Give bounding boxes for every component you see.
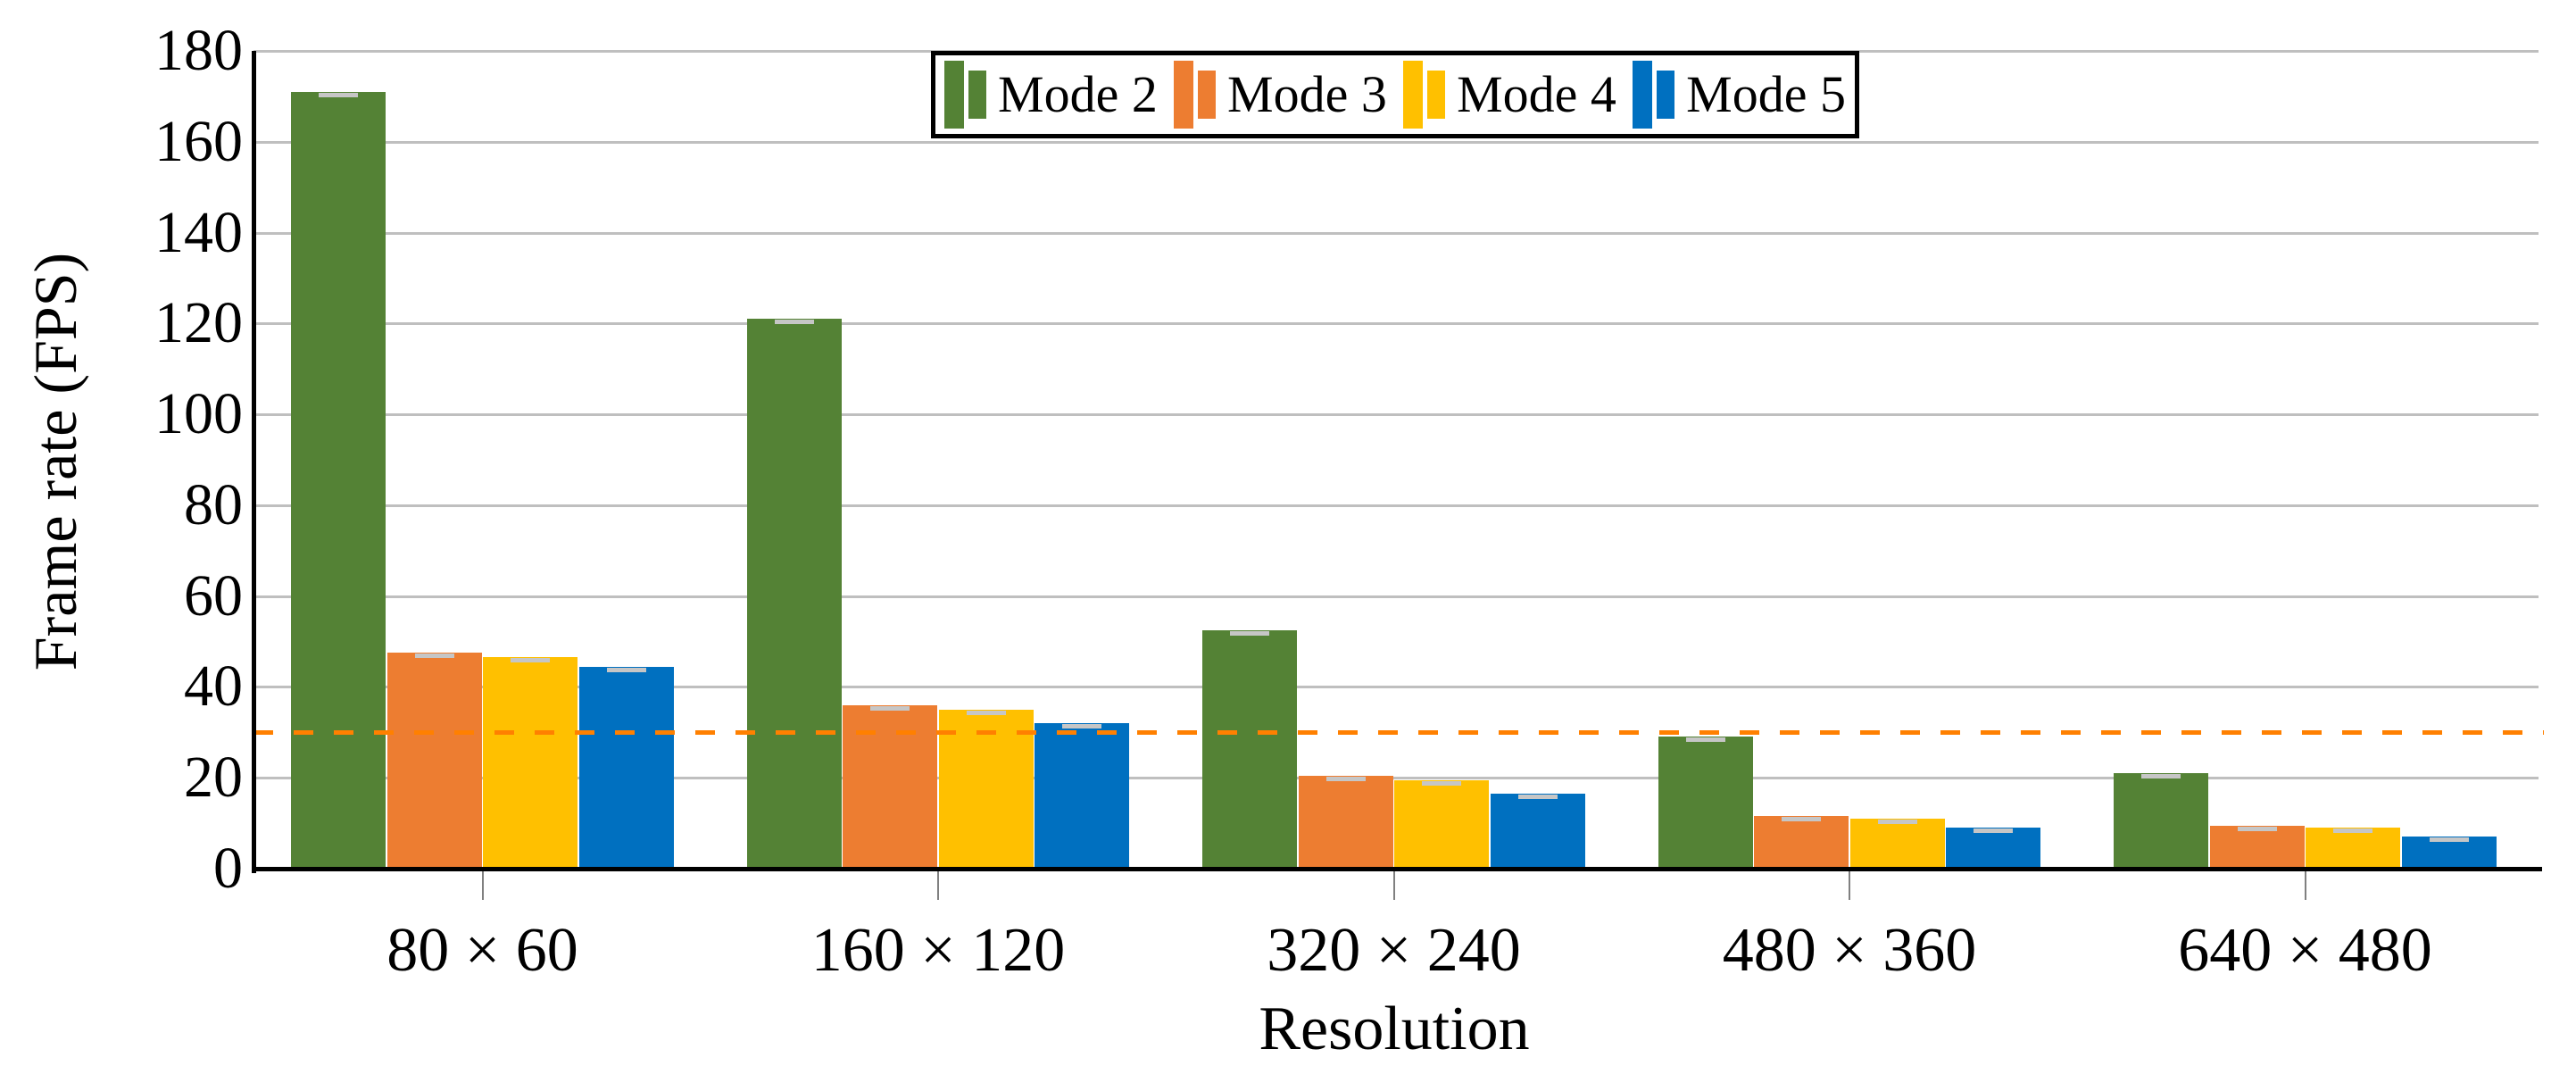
y-tick-label-60: 60 [184,562,243,629]
x-tick-label-3: 480 × 360 [1722,916,1977,985]
bar-mode-3-group1 [386,653,482,869]
gridline-60 [253,595,2539,598]
bar-mode-2-group3 [1202,629,1298,869]
x-axis-title: Resolution [1259,995,1530,1063]
bar-mode-2-group4 [1658,737,1753,869]
bar-mode-5-group2 [1035,723,1130,869]
bar-mode-4-group5 [2306,828,2401,869]
x-tick-3 [1849,871,1850,900]
bar-mode-5-group1 [578,666,674,869]
error-cap [1685,737,1725,743]
reference-line-30fps [253,730,2544,736]
bar-mode-3-group4 [1754,816,1849,869]
bar-mode-4-group1 [483,657,578,869]
bar-pair-icon-tall [1633,61,1653,129]
error-cap [319,92,359,97]
bar-mode-3-group5 [2209,825,2305,869]
error-cap [1782,817,1822,822]
bar-pair-icon-short [968,71,986,119]
y-axis-line [252,51,256,873]
bar-mode-4-group4 [1849,819,1945,869]
x-axis-line [252,867,2542,871]
bar-pair-icon-short [1657,71,1675,119]
bar-pair-icon-tall [1403,61,1424,129]
bar-pair-icon [944,59,991,130]
bar-pair-icon [1633,59,1679,130]
x-tick-0 [481,871,484,900]
legend-item-mode-4: Mode 4 [1403,59,1616,130]
x-tick-label-1: 160 × 120 [810,916,1066,985]
bar-pair-icon [1174,59,1220,130]
y-tick-label-0: 0 [213,836,243,901]
y-tick-label-100: 100 [154,381,243,447]
bar-mode-2-group1 [291,91,386,869]
bar-mode-5-group4 [1946,828,2041,869]
y-tick-label-80: 80 [184,471,243,537]
y-tick-label-180: 180 [154,18,243,83]
bar-mode-5-group3 [1490,794,1585,869]
gridline-80 [253,504,2539,507]
error-cap [1230,630,1270,636]
gridline-100 [253,413,2539,417]
bar-mode-2-group5 [2114,773,2209,869]
bar-pair-icon [1403,59,1450,130]
y-tick-label-40: 40 [184,654,243,720]
error-cap [1517,795,1558,800]
error-cap [1325,776,1366,781]
gridline-160 [253,140,2539,144]
bar-mode-3-group2 [843,704,938,869]
legend-label: Mode 2 [998,65,1158,123]
error-cap [2333,828,2373,834]
error-cap [606,667,646,672]
error-cap [2141,774,2181,779]
error-cap [1422,780,1462,786]
error-cap [1062,724,1102,729]
error-cap [774,320,814,325]
y-tick-label-120: 120 [154,290,243,356]
x-tick-4 [2304,871,2306,900]
y-tick-label-20: 20 [184,745,243,811]
y-tick-label-140: 140 [154,199,243,265]
gridline-140 [253,231,2539,235]
error-cap [870,705,910,711]
error-cap [1974,828,2014,834]
bar-mode-4-group3 [1394,779,1490,869]
bar-pair-icon-tall [944,61,964,129]
legend-label: Mode 3 [1227,65,1387,123]
error-cap [2429,837,2469,843]
error-cap [2237,826,2277,831]
bar-mode-3-group3 [1298,775,1393,869]
legend-item-mode-2: Mode 2 [944,59,1158,130]
bar-pair-icon-short [1198,71,1217,119]
bar-mode-4-group2 [938,709,1034,869]
error-cap [1877,820,1917,825]
x-tick-label-0: 80 × 60 [386,916,578,985]
error-cap [414,654,454,659]
x-tick-1 [937,871,939,900]
legend-item-mode-3: Mode 3 [1174,59,1387,130]
y-tick-label-160: 160 [154,108,243,174]
legend-label: Mode 4 [1457,65,1616,123]
gridline-20 [253,777,2539,780]
legend-item-mode-5: Mode 5 [1633,59,1846,130]
legend-label: Mode 5 [1686,65,1846,123]
error-cap [511,658,551,663]
plot-area [253,50,2544,869]
gridline-120 [253,322,2539,326]
gridline-40 [253,686,2539,689]
x-tick-2 [1392,871,1395,900]
bar-pair-icon-tall [1174,61,1194,129]
x-tick-label-2: 320 × 240 [1267,916,1521,985]
x-tick-label-4: 640 × 480 [2178,916,2432,985]
bar-mode-2-group2 [746,319,842,869]
bar-pair-icon-short [1427,71,1446,119]
legend: Mode 2 Mode 3 Mode 4 Mode 5 [931,51,1859,138]
error-cap [966,710,1006,715]
